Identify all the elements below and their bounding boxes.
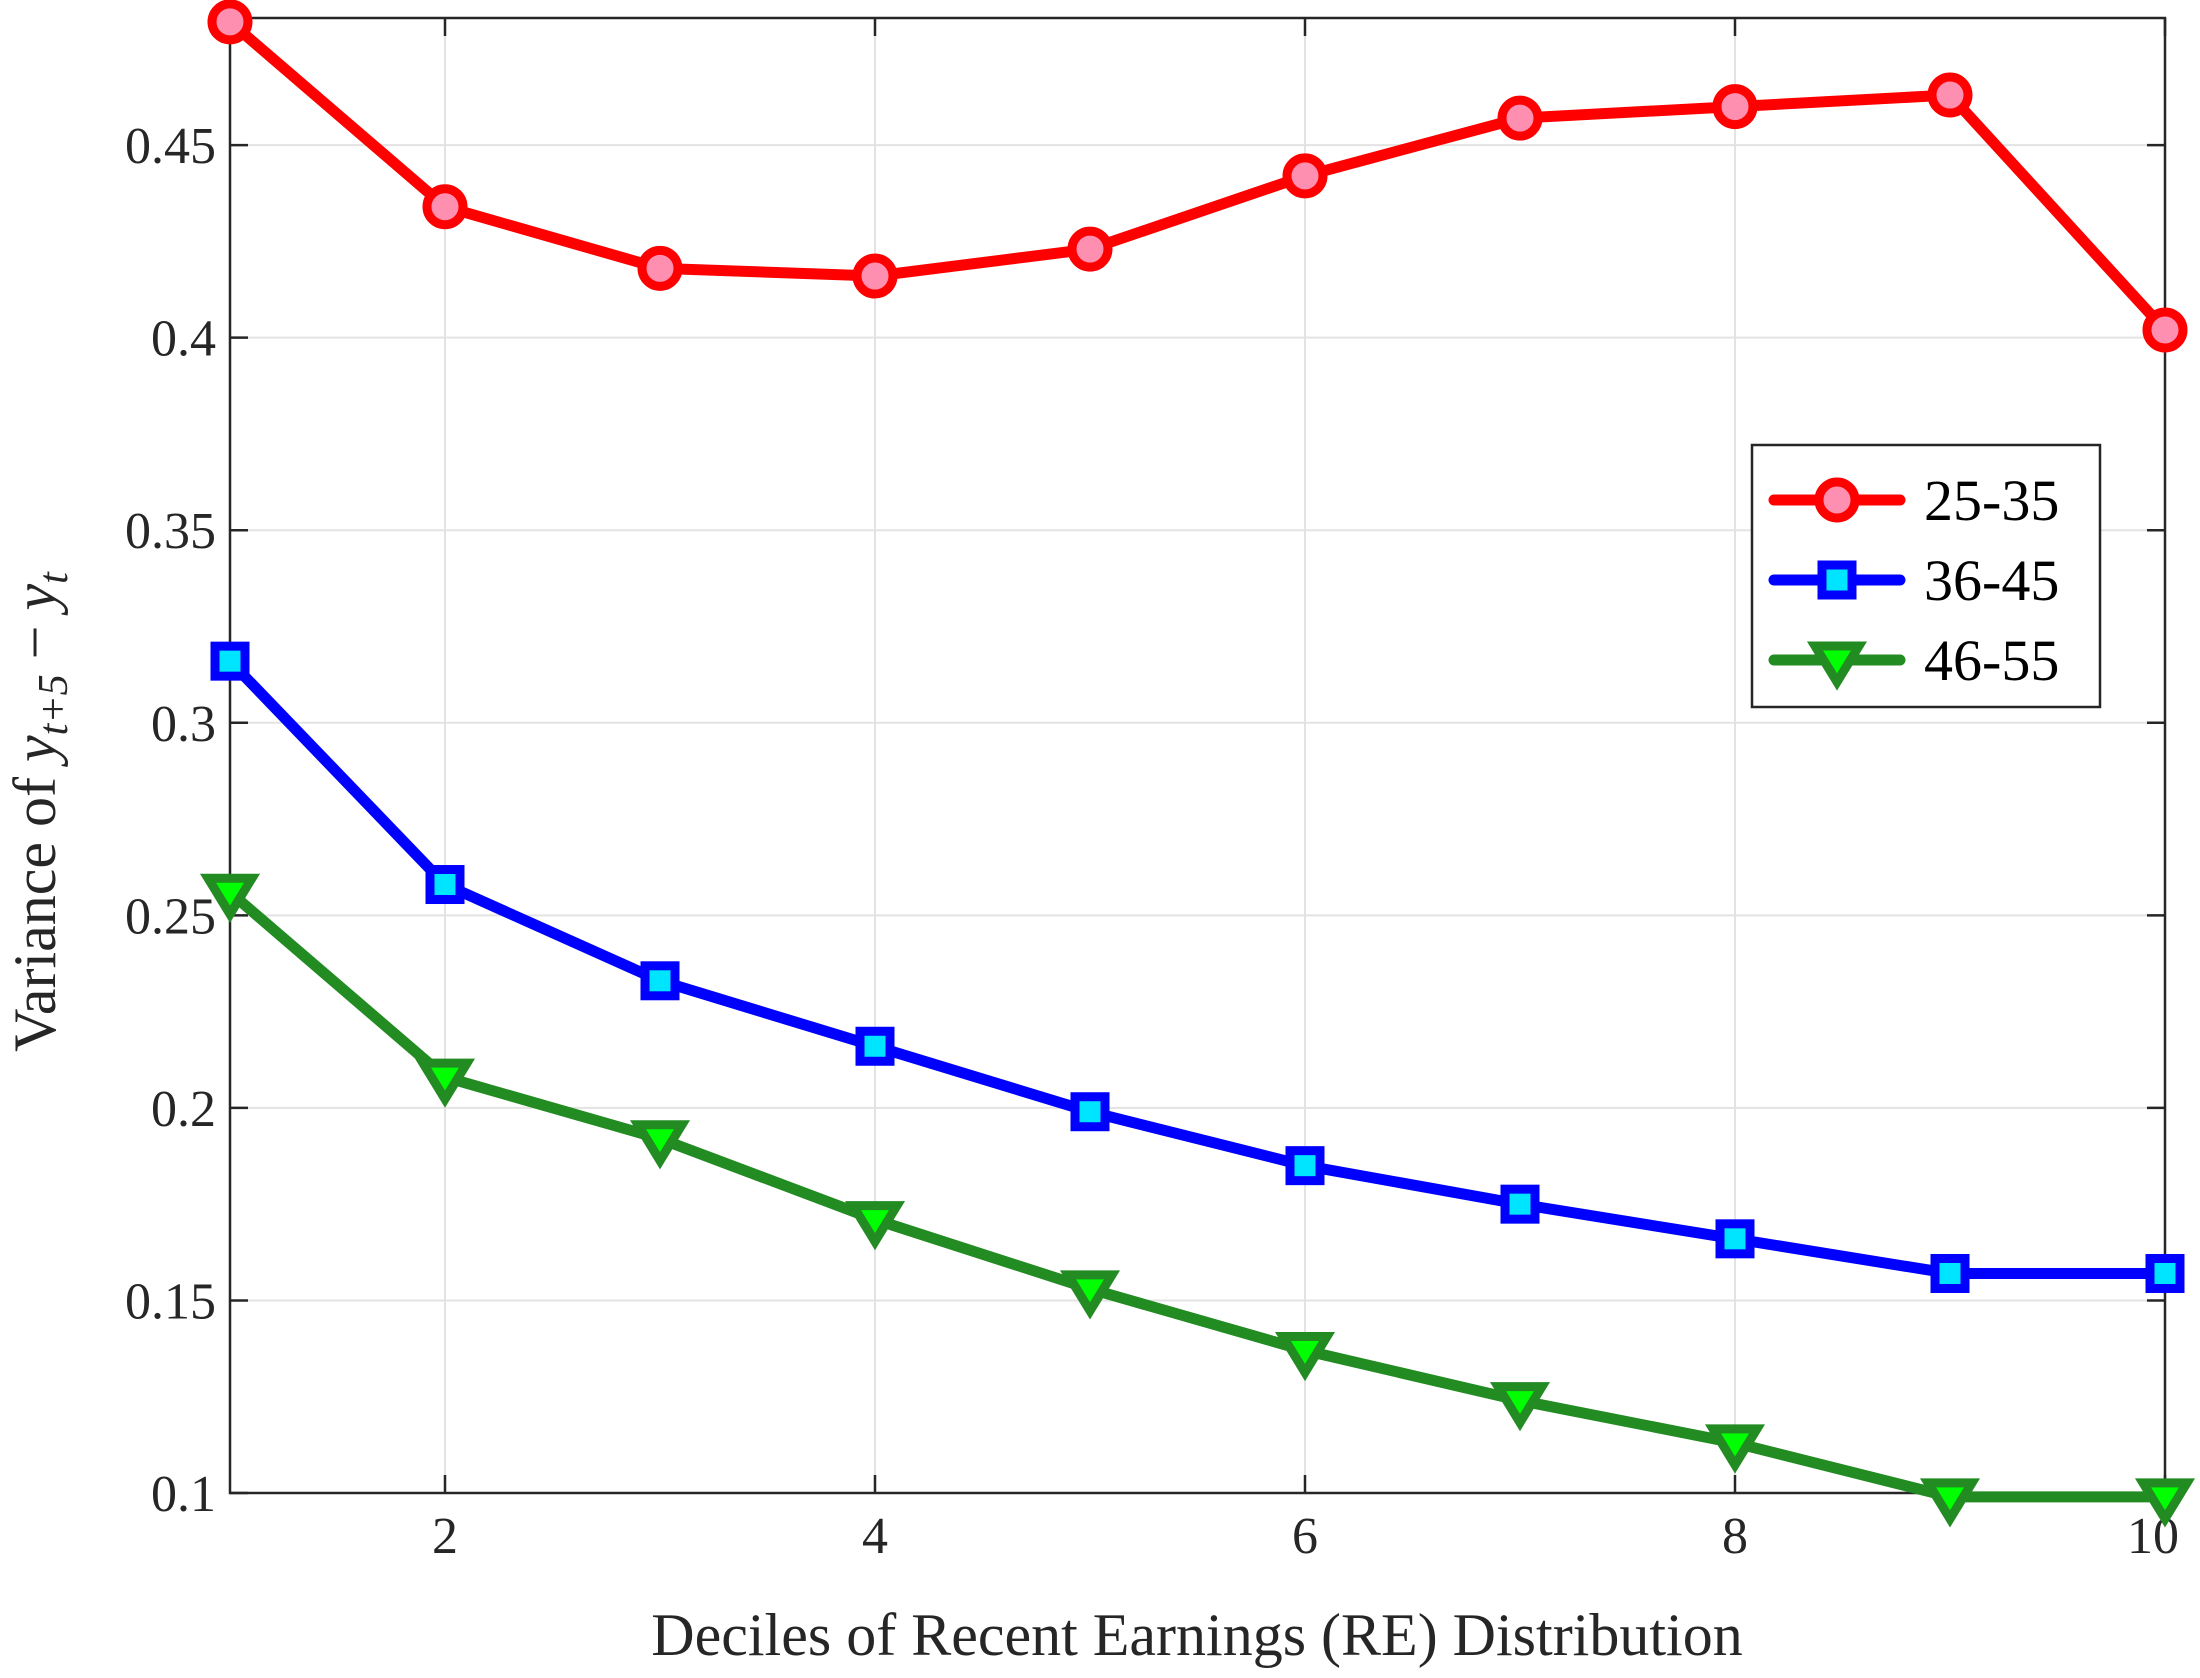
data-point-25-35 [852, 253, 898, 299]
data-point-36-45 [1715, 1219, 1755, 1259]
y-tick-label: 0.3 [151, 696, 216, 753]
axes [228, 16, 2167, 1495]
legend-label-36-45: 36-45 [1924, 548, 2059, 613]
legend-marker-36-45 [1817, 560, 1857, 600]
series-line-25-35 [224, 16, 2171, 336]
y-axis-label-var2: y [2, 583, 68, 616]
y-tick-label: 0.25 [125, 888, 216, 945]
data-point-25-35 [2142, 307, 2188, 353]
legend-marker-25-35 [1814, 477, 1860, 523]
data-point-36-45 [1070, 1092, 1110, 1132]
x-tick-label: 4 [862, 1508, 888, 1565]
series-line-46-55 [224, 886, 2171, 1503]
series-46-55 [199, 873, 2196, 1528]
y-tick-label: 0.35 [125, 503, 216, 560]
x-tick-label: 6 [1292, 1508, 1318, 1565]
y-axis-label: Variance of yt+5 − yt [2, 571, 77, 1052]
series-36-45 [210, 641, 2185, 1293]
data-point-46-55 [2134, 1478, 2196, 1528]
data-point-25-35 [1497, 95, 1543, 141]
legend-label-25-35: 25-35 [1924, 468, 2059, 533]
legend-marker-46-55 [1806, 641, 1868, 691]
series-layer [199, 0, 2196, 1528]
data-point-25-35 [637, 245, 683, 291]
y-tick-label: 0.4 [151, 311, 216, 368]
y-axis-label-var1: y [2, 735, 68, 768]
data-point-46-55 [1059, 1270, 1121, 1320]
data-point-46-55 [629, 1120, 691, 1170]
legend-label-46-55: 46-55 [1924, 628, 2059, 693]
x-axis-label: Deciles of Recent Earnings (RE) Distribu… [651, 1602, 1742, 1668]
data-point-46-55 [844, 1201, 906, 1251]
series-25-35 [207, 0, 2188, 353]
data-point-46-55 [1274, 1332, 1336, 1382]
y-axis-label-op: − [2, 610, 68, 674]
y-axis-label-prefix: Variance of [2, 762, 68, 1052]
ticks: 2 4 6 8 100.10.150.20.250.30.350.40.45 [125, 18, 2179, 1565]
data-point-36-45 [640, 961, 680, 1001]
data-point-25-35 [1067, 226, 1113, 272]
x-tick-label: 2 [432, 1508, 458, 1565]
plot-frame [228, 16, 2167, 1495]
y-axis-label-sub2: t [31, 571, 77, 584]
data-point-46-55 [1489, 1382, 1551, 1432]
data-point-36-45 [1930, 1253, 1970, 1293]
y-axis-label-sub1: t+5 [31, 674, 77, 735]
data-point-36-45 [425, 865, 465, 905]
data-point-25-35 [1282, 153, 1328, 199]
data-point-25-35 [1712, 84, 1758, 130]
data-point-36-45 [1285, 1146, 1325, 1186]
data-point-36-45 [855, 1026, 895, 1066]
data-point-46-55 [199, 873, 261, 923]
data-point-46-55 [1919, 1478, 1981, 1528]
legend: 25-35 36-45 46-55 [1750, 443, 2102, 709]
y-tick-label: 0.2 [151, 1081, 216, 1138]
y-tick-label: 0.15 [125, 1273, 216, 1330]
series-line-36-45 [224, 655, 2171, 1279]
data-point-46-55 [414, 1058, 476, 1108]
x-tick-label: 8 [1722, 1508, 1748, 1565]
data-point-25-35 [422, 184, 468, 230]
data-point-25-35 [1927, 72, 1973, 118]
data-point-36-45 [1500, 1184, 1540, 1224]
data-point-25-35 [207, 0, 253, 45]
data-point-46-55 [1704, 1424, 1766, 1474]
y-tick-label: 0.45 [125, 118, 216, 175]
data-point-36-45 [210, 641, 250, 681]
y-tick-label: 0.1 [151, 1466, 216, 1523]
data-point-36-45 [2145, 1253, 2185, 1293]
